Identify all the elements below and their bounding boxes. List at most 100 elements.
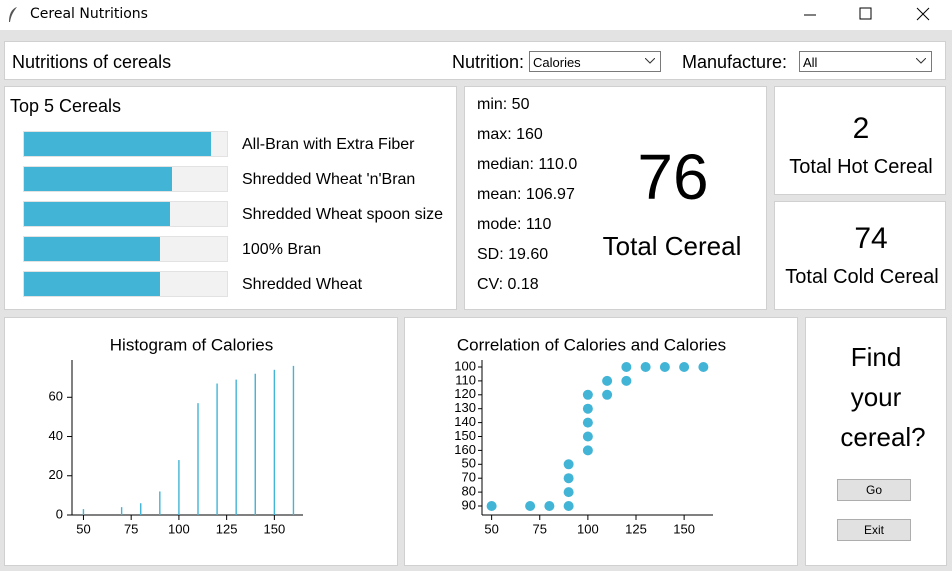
- y-tick-label: 100: [454, 358, 476, 373]
- bar: [273, 369, 276, 515]
- bar: [197, 403, 199, 515]
- y-tick-label: 160: [454, 442, 476, 457]
- point: [486, 501, 497, 511]
- find-text: Find: [850, 342, 902, 372]
- total-label: Total Cereal: [602, 231, 742, 261]
- point: [563, 501, 574, 511]
- find-text: your: [850, 382, 902, 412]
- y-tick-label: 130: [454, 400, 476, 415]
- stat-line: CV: 0.18: [477, 276, 539, 293]
- x-tick-label: 75: [124, 521, 138, 536]
- progress-bar: [23, 236, 228, 262]
- progress-bar: [23, 201, 228, 227]
- header-title: Nutritions of cereals: [12, 52, 172, 72]
- bar: [254, 373, 256, 515]
- y-tick-label: 120: [454, 386, 476, 401]
- x-tick-label: 100: [577, 521, 599, 536]
- x-tick-label: 125: [625, 521, 647, 536]
- point: [563, 473, 574, 484]
- point: [602, 389, 613, 400]
- x-tick-label: 50: [484, 521, 498, 536]
- progress-fill: [24, 167, 173, 191]
- cereal-name: 100% Bran: [242, 241, 322, 258]
- progress-bar: [23, 166, 228, 192]
- y-tick-label: 150: [454, 428, 476, 443]
- cold-label: Total Cold Cereal: [785, 266, 939, 288]
- point: [563, 487, 574, 498]
- progress-fill: [24, 202, 171, 226]
- bar: [120, 507, 123, 515]
- stat-line: min: 50: [477, 96, 530, 113]
- x-tick-label: 75: [533, 521, 547, 536]
- go-button[interactable]: Go: [837, 479, 911, 501]
- y-tick-label: 40: [49, 428, 63, 443]
- y-tick-label: 0: [56, 506, 63, 521]
- exit-button[interactable]: Exit: [837, 519, 911, 541]
- hot-value: 2: [852, 112, 870, 145]
- x-tick-label: 100: [168, 521, 190, 536]
- point: [544, 501, 555, 511]
- x-tick-label: 150: [264, 521, 286, 536]
- progress-fill: [24, 237, 160, 261]
- point: [582, 389, 593, 400]
- chart-title: Histogram of Calories: [110, 335, 273, 354]
- point: [582, 431, 593, 442]
- point: [640, 362, 651, 372]
- y-tick-label: 20: [49, 467, 63, 482]
- stats-panel: 76 Total Cereal min: 50 max: 160 median: 1…: [464, 86, 767, 310]
- x-tick-label: 150: [673, 521, 695, 536]
- point: [621, 375, 632, 386]
- nutrition-value: Calories: [533, 55, 581, 70]
- manufacture-select[interactable]: All: [799, 51, 932, 72]
- histogram-panel: [4, 317, 398, 566]
- app-icon: [9, 7, 17, 22]
- cereal-name: Shredded Wheat 'n'Bran: [242, 171, 416, 188]
- header-panel: Nutritions of cereals Nutrition: Calorie…: [4, 41, 946, 80]
- chart-title: Correlation of Calories and Calories: [457, 335, 726, 354]
- stat-line: SD: 19.60: [477, 246, 549, 263]
- stat-line: mean: 106.97: [477, 186, 575, 203]
- stat-line: max: 160: [477, 126, 543, 143]
- y-tick-label: 70: [462, 470, 476, 485]
- y-tick-label: 80: [462, 484, 476, 499]
- y-tick-label: 60: [49, 389, 63, 404]
- stat-line: median: 110.0: [477, 156, 578, 173]
- bar: [82, 509, 85, 515]
- progress-bar: [23, 131, 228, 157]
- top5-panel: Top 5 Cereals All-Bran with Extra Fiber S…: [4, 86, 457, 310]
- bar: [159, 491, 161, 515]
- point: [659, 362, 670, 372]
- manufacture-value: All: [803, 55, 818, 70]
- y-tick-label: 50: [462, 456, 476, 471]
- find-text: cereal?: [840, 422, 926, 452]
- bar: [216, 383, 218, 515]
- x-tick-label: 50: [76, 521, 90, 536]
- stat-line: mode: 110: [477, 216, 552, 233]
- point: [602, 375, 613, 386]
- nutrition-label: Nutrition:: [452, 52, 525, 72]
- find-panel: Go Exit Find your cereal?: [805, 317, 947, 566]
- hot-label: Total Hot Cereal: [789, 156, 933, 178]
- progress-fill: [24, 272, 160, 296]
- point: [679, 362, 690, 372]
- x-tick-label: 125: [216, 521, 238, 536]
- manufacture-label: Manufacture:: [682, 52, 788, 72]
- point: [525, 501, 536, 511]
- bar: [140, 503, 142, 515]
- y-tick-label: 110: [455, 372, 476, 387]
- point: [582, 403, 593, 414]
- window-title: Cereal Nutritions: [30, 6, 148, 22]
- cereal-name: Shredded Wheat: [242, 276, 363, 293]
- point: [582, 445, 593, 456]
- point: [582, 417, 593, 428]
- cold-value: 74: [854, 222, 888, 255]
- top5-title: Top 5 Cereals: [10, 96, 122, 116]
- scatter-panel: [404, 317, 798, 566]
- window-controls[interactable]: [790, 0, 952, 30]
- progress-fill: [24, 132, 211, 156]
- title-bar: Cereal Nutritions: [0, 0, 952, 30]
- y-tick-label: 90: [462, 497, 476, 512]
- point: [563, 459, 574, 470]
- nutrition-select[interactable]: Calories: [529, 51, 661, 72]
